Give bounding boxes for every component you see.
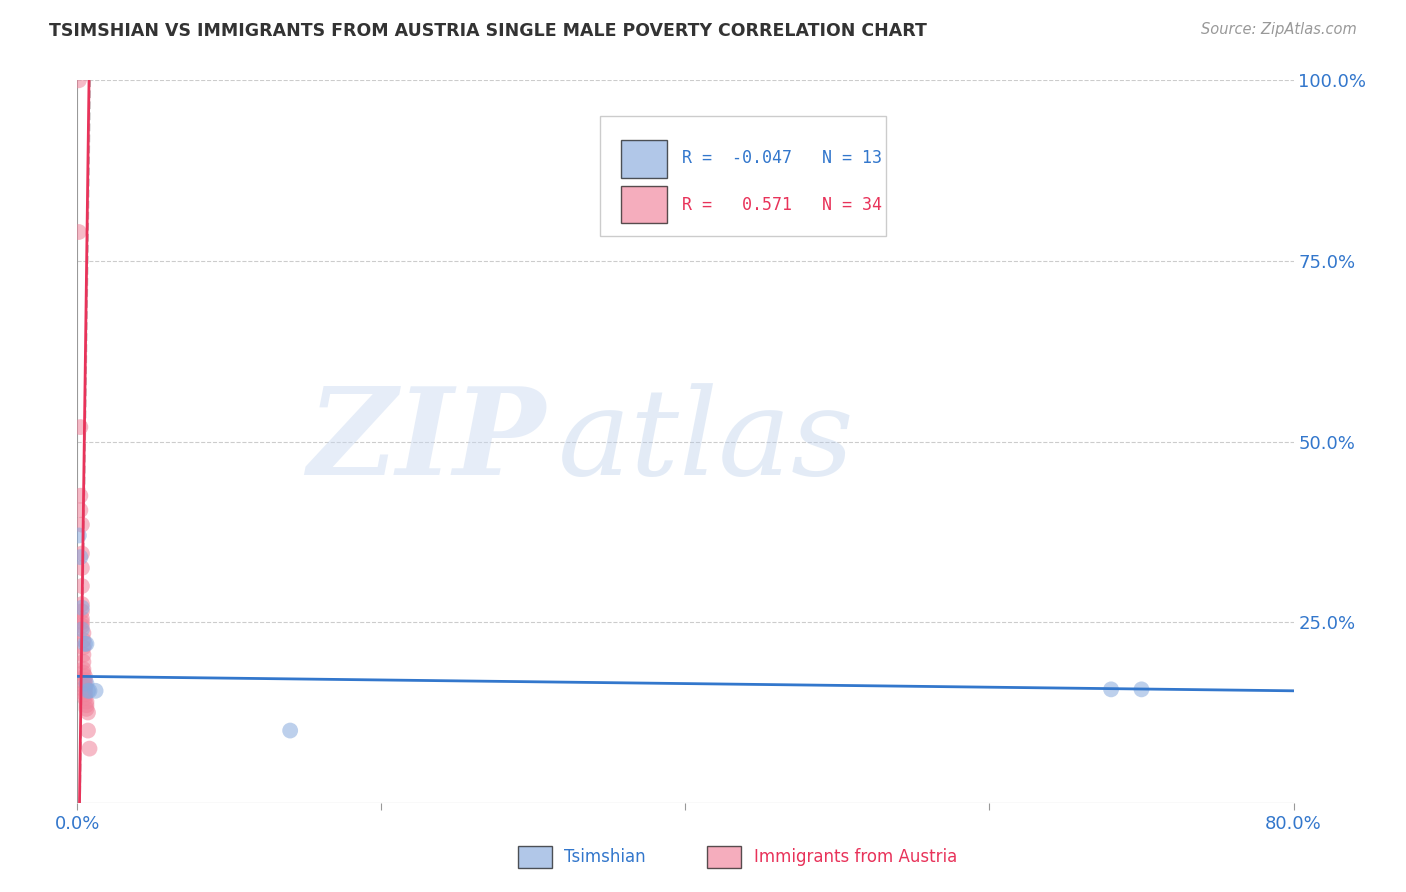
Point [70,611,93,625]
Point [72,633,94,648]
Point [1130,682,1153,697]
FancyBboxPatch shape [621,140,668,178]
Text: R =  -0.047   N = 13: R = -0.047 N = 13 [682,149,882,168]
Point [77,723,100,738]
Point [70,579,93,593]
Point [67,73,90,87]
Point [73,687,96,701]
Point [70,561,93,575]
Point [73,676,96,690]
Point [67,528,90,542]
Point [70,597,93,611]
Text: TSIMSHIAN VS IMMIGRANTS FROM AUSTRIA SINGLE MALE POVERTY CORRELATION CHART: TSIMSHIAN VS IMMIGRANTS FROM AUSTRIA SIN… [49,22,927,40]
Point [1099,682,1122,697]
Point [72,655,94,669]
Point [69,420,91,434]
Point [73,669,96,683]
Point [70,547,93,561]
Point [69,503,91,517]
FancyBboxPatch shape [517,847,551,868]
Point [67,225,90,239]
FancyBboxPatch shape [621,186,668,223]
FancyBboxPatch shape [707,847,741,868]
Point [73,683,96,698]
Point [73,680,96,694]
Point [70,619,93,633]
Text: atlas: atlas [558,383,855,500]
Point [77,706,100,720]
Point [72,626,94,640]
Point [70,604,93,618]
Point [75,702,97,716]
Point [70,623,93,637]
Point [73,637,96,651]
Point [75,637,97,651]
Point [70,600,93,615]
Point [77,683,100,698]
Text: Source: ZipAtlas.com: Source: ZipAtlas.com [1201,22,1357,37]
Point [73,673,96,687]
FancyBboxPatch shape [600,116,886,235]
Point [75,698,97,713]
Point [72,640,94,655]
Text: ZIP: ZIP [308,383,546,500]
Point [69,550,91,565]
Point [72,665,94,680]
Text: R =   0.571   N = 34: R = 0.571 N = 34 [682,195,882,213]
Point [72,648,94,662]
Text: Tsimshian: Tsimshian [564,848,645,866]
Point [69,489,91,503]
Point [79,683,101,698]
Point [75,676,97,690]
Text: Immigrants from Austria: Immigrants from Austria [754,848,956,866]
Point [75,695,97,709]
Point [278,723,301,738]
Point [79,741,101,756]
Point [84,683,107,698]
Point [70,517,93,532]
Point [70,615,93,630]
Point [72,662,94,676]
Point [73,691,96,706]
